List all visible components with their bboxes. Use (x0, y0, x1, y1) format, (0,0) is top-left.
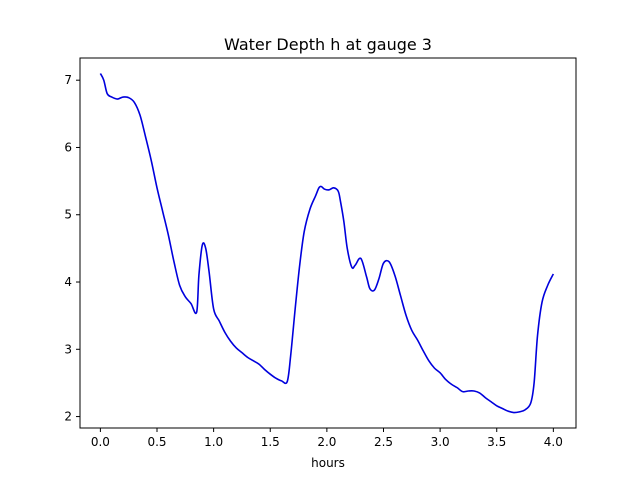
x-axis: 0.0 0.5 1.0 1.5 2.0 2.5 3.0 3.5 4.0 (91, 428, 563, 449)
y-axis: 2 3 4 5 6 7 (64, 73, 80, 424)
y-tick-label: 4 (64, 275, 72, 289)
x-tick-label: 3.5 (487, 435, 506, 449)
plot-frame (79, 57, 577, 429)
x-tick-label: 0.0 (91, 435, 110, 449)
x-tick-label: 1.5 (261, 435, 280, 449)
y-tick-label: 7 (64, 73, 72, 87)
y-tick-label: 5 (64, 208, 72, 222)
x-axis-label: hours (311, 456, 345, 470)
y-tick-label: 3 (64, 342, 72, 356)
x-tick-label: 4.0 (544, 435, 563, 449)
x-tick-label: 2.5 (374, 435, 393, 449)
y-tick-label: 6 (64, 140, 72, 154)
plot-area (99, 73, 555, 414)
x-tick-label: 1.0 (204, 435, 223, 449)
x-tick-label: 2.0 (317, 435, 336, 449)
series-line-water-depth (99, 73, 555, 414)
x-tick-label: 3.0 (431, 435, 450, 449)
chart-title: Water Depth h at gauge 3 (224, 35, 432, 54)
x-tick-label: 0.5 (147, 435, 166, 449)
y-tick-label: 2 (64, 410, 72, 424)
